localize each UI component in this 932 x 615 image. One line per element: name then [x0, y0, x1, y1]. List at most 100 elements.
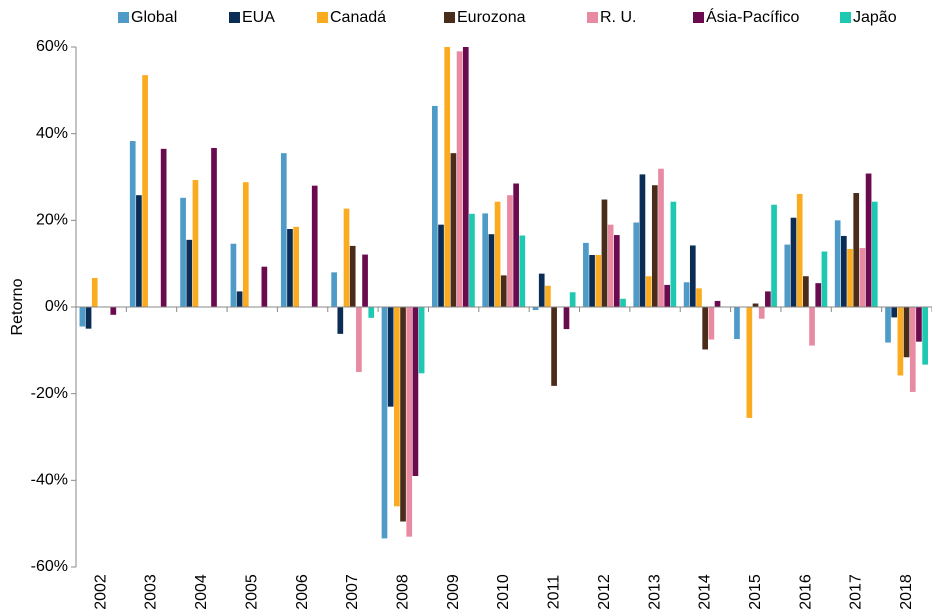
bar: [110, 307, 117, 315]
bar: [387, 307, 394, 407]
bar: [129, 141, 136, 307]
bar: [186, 239, 193, 307]
bar: [545, 285, 551, 307]
x-tick-label: 2014: [697, 574, 714, 610]
bar: [488, 234, 495, 307]
bar: [362, 254, 368, 307]
bar: [287, 229, 293, 307]
bar: [85, 307, 92, 329]
bar: [853, 193, 860, 307]
bar: [633, 222, 640, 307]
bar: [91, 277, 98, 307]
bar: [136, 195, 142, 307]
bar: [331, 272, 337, 307]
bar: [462, 47, 469, 307]
bar: [903, 307, 910, 358]
bar: [803, 276, 809, 307]
bar: [230, 243, 237, 307]
legend-label: R. U.: [600, 9, 636, 26]
bar: [865, 173, 872, 307]
bar: [551, 307, 557, 386]
legend-swatch: [840, 12, 851, 23]
bar: [280, 153, 287, 307]
x-tick-label: 2004: [193, 574, 210, 610]
plot-area: [79, 47, 928, 539]
bar: [160, 148, 167, 307]
x-tick-label: 2008: [395, 574, 412, 610]
bar: [513, 183, 519, 307]
y-tick-label: 40%: [36, 125, 68, 142]
y-tick-label: -20%: [31, 385, 68, 402]
bar: [142, 75, 148, 308]
bar: [809, 307, 815, 346]
bar: [569, 292, 576, 307]
bar: [368, 307, 375, 318]
legend-swatch: [693, 12, 704, 23]
y-tick-label: -60%: [31, 558, 68, 575]
bar: [583, 242, 589, 307]
legend-label: Ásia-Pacífico: [706, 7, 799, 26]
x-tick-label: 2003: [143, 574, 160, 610]
bar: [620, 298, 626, 307]
bar: [180, 197, 186, 307]
bar: [394, 307, 400, 507]
bar: [563, 307, 570, 330]
bar: [261, 266, 268, 307]
legend-swatch: [444, 12, 455, 23]
bar: [758, 307, 765, 319]
bar: [885, 307, 891, 343]
bar: [689, 245, 696, 307]
bar: [847, 248, 853, 307]
bar: [651, 185, 658, 307]
bar: [444, 47, 451, 307]
bar: [734, 307, 740, 340]
bar: [500, 275, 507, 307]
bar: [507, 195, 513, 307]
bar: [658, 168, 664, 307]
bar: [192, 180, 199, 307]
bar: [482, 213, 489, 307]
bar: [645, 276, 652, 307]
y-axis-label: Retorno: [9, 278, 26, 335]
x-tick-label: 2018: [898, 574, 915, 610]
bar: [211, 147, 217, 307]
bar: [79, 307, 86, 327]
x-tick-label: 2013: [646, 574, 663, 610]
legend-label: Japão: [853, 9, 897, 26]
bar: [431, 105, 438, 307]
bar: [438, 224, 444, 307]
x-tick-label: 2017: [848, 574, 865, 610]
x-tick-label: 2010: [495, 574, 512, 610]
bar: [242, 182, 249, 307]
bar: [519, 235, 526, 307]
legend-swatch: [229, 12, 240, 23]
bar: [871, 201, 878, 307]
bar: [790, 217, 797, 307]
bar: [714, 300, 721, 307]
bar: [406, 307, 413, 537]
bar: [469, 213, 475, 307]
bar: [595, 255, 602, 307]
x-tick-label: 2009: [445, 574, 462, 610]
y-tick-label: -40%: [31, 472, 68, 489]
bar: [236, 291, 243, 307]
legend-label: Canadá: [330, 9, 386, 26]
bar: [400, 307, 406, 522]
bar: [891, 307, 898, 318]
x-tick-label: 2002: [92, 574, 109, 610]
bar: [815, 283, 822, 307]
bar: [664, 284, 671, 307]
bar: [412, 307, 419, 476]
bar: [752, 303, 759, 307]
bar: [708, 307, 715, 340]
bar: [639, 174, 646, 307]
bar: [601, 199, 608, 307]
bar: [841, 235, 847, 307]
bar: [916, 307, 922, 342]
bar: [765, 291, 771, 307]
legend-label: EUA: [242, 9, 275, 26]
bar: [337, 307, 344, 334]
bar: [311, 185, 318, 307]
legend-label: Global: [131, 9, 177, 26]
